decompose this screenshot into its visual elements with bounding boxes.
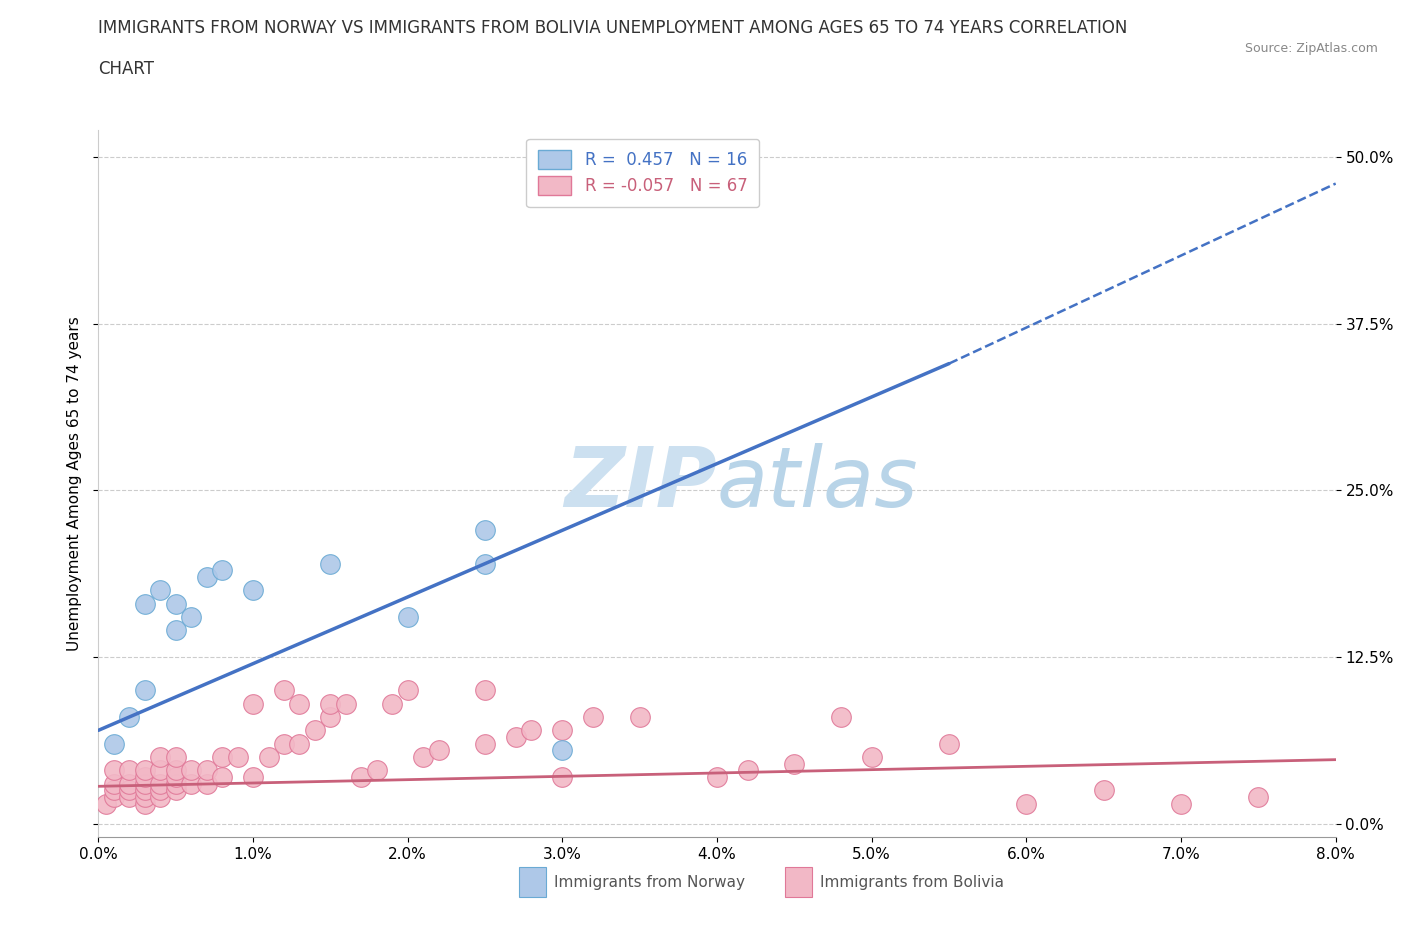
Text: Immigrants from Bolivia: Immigrants from Bolivia [820, 875, 1004, 890]
Point [381, 697, 404, 711]
Point [134, 683, 156, 698]
Point [103, 737, 125, 751]
Point [242, 769, 264, 784]
Point [319, 710, 342, 724]
Point [304, 723, 326, 737]
Point [1247, 790, 1270, 804]
Point [118, 777, 141, 791]
Point [830, 710, 852, 724]
Y-axis label: Unemployment Among Ages 65 to 74 years: Unemployment Among Ages 65 to 74 years [67, 316, 83, 651]
Point [737, 763, 759, 777]
Point [211, 769, 233, 784]
Point [134, 596, 156, 611]
Point [273, 683, 295, 698]
Point [551, 723, 574, 737]
Bar [785, 868, 813, 897]
Bar [519, 868, 547, 897]
Point [180, 777, 202, 791]
Text: CHART: CHART [98, 60, 155, 78]
Point [474, 683, 496, 698]
Point [149, 763, 172, 777]
Point [134, 763, 156, 777]
Point [520, 723, 543, 737]
Point [474, 737, 496, 751]
Point [474, 556, 496, 571]
Point [149, 783, 172, 798]
Point [628, 710, 651, 724]
Point [165, 769, 187, 784]
Point [134, 790, 156, 804]
Point [474, 523, 496, 538]
Point [1015, 796, 1038, 811]
Point [118, 710, 141, 724]
Point [427, 743, 450, 758]
Point [706, 769, 728, 784]
Point [180, 763, 202, 777]
Point [165, 783, 187, 798]
Point [350, 769, 373, 784]
Text: IMMIGRANTS FROM NORWAY VS IMMIGRANTS FROM BOLIVIA UNEMPLOYMENT AMONG AGES 65 TO : IMMIGRANTS FROM NORWAY VS IMMIGRANTS FRO… [98, 19, 1128, 36]
Point [165, 596, 187, 611]
Point [242, 583, 264, 598]
Point [149, 750, 172, 764]
Legend: R =  0.457   N = 16, R = -0.057   N = 67: R = 0.457 N = 16, R = -0.057 N = 67 [526, 139, 759, 207]
Point [1170, 796, 1192, 811]
Point [396, 683, 419, 698]
Point [103, 777, 125, 791]
Point [195, 763, 218, 777]
Point [134, 796, 156, 811]
Point [412, 750, 434, 764]
Point [165, 750, 187, 764]
Point [288, 697, 311, 711]
Text: Immigrants from Norway: Immigrants from Norway [554, 875, 745, 890]
Point [165, 777, 187, 791]
Text: ZIP: ZIP [564, 443, 717, 525]
Point [149, 790, 172, 804]
Point [226, 750, 249, 764]
Point [860, 750, 883, 764]
Point [180, 609, 202, 624]
Point [335, 697, 357, 711]
Point [149, 777, 172, 791]
Point [783, 756, 806, 771]
Point [273, 737, 295, 751]
Point [551, 769, 574, 784]
Point [319, 556, 342, 571]
Point [149, 583, 172, 598]
Point [505, 729, 527, 744]
Point [366, 763, 388, 777]
Point [211, 563, 233, 578]
Point [396, 609, 419, 624]
Point [103, 783, 125, 798]
Point [103, 763, 125, 777]
Point [211, 750, 233, 764]
Point [96, 796, 118, 811]
Point [551, 743, 574, 758]
Point [165, 623, 187, 638]
Point [118, 783, 141, 798]
Point [257, 750, 280, 764]
Point [582, 710, 605, 724]
Point [319, 697, 342, 711]
Point [1092, 783, 1115, 798]
Point [134, 777, 156, 791]
Point [118, 790, 141, 804]
Point [938, 737, 960, 751]
Point [288, 737, 311, 751]
Point [118, 763, 141, 777]
Point [195, 777, 218, 791]
Point [242, 697, 264, 711]
Point [103, 790, 125, 804]
Point [195, 569, 218, 584]
Text: atlas: atlas [717, 443, 918, 525]
Point [165, 763, 187, 777]
Point [134, 783, 156, 798]
Point [134, 769, 156, 784]
Text: Source: ZipAtlas.com: Source: ZipAtlas.com [1244, 42, 1378, 55]
